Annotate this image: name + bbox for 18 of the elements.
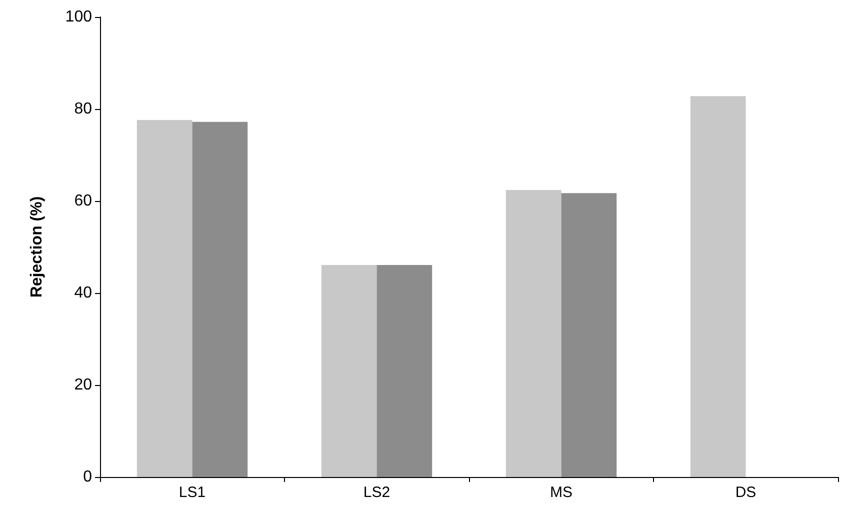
y-tick-label: 40 [74, 284, 92, 302]
bar [561, 193, 617, 477]
y-tick-label: 100 [65, 8, 92, 26]
bar [192, 122, 248, 477]
bar [136, 120, 192, 477]
x-tick-label: DS [735, 484, 756, 501]
y-tick-label: 20 [74, 376, 92, 394]
x-tick-label: LS1 [178, 484, 206, 501]
y-tick-label: 0 [83, 468, 92, 486]
bar [321, 264, 377, 477]
y-axis-title: Rejection (%) [28, 196, 46, 298]
bar [376, 264, 432, 477]
y-tick-label: 80 [74, 100, 92, 118]
x-tick-label: MS [550, 484, 572, 501]
x-tick-label: LS2 [363, 484, 390, 501]
y-tick-label: 60 [74, 192, 92, 210]
bar [506, 190, 562, 477]
bar [690, 96, 746, 477]
